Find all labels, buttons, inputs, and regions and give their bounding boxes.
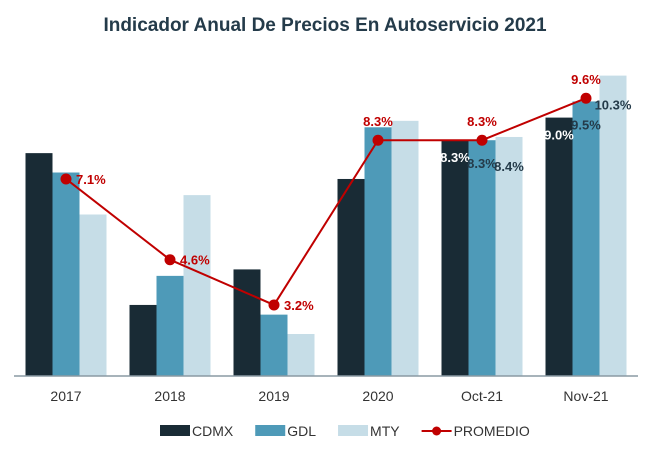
line-promedio xyxy=(65,97,587,307)
promedio-line-layer xyxy=(60,92,592,311)
x-tick-2018: 2018 xyxy=(154,388,185,404)
chart-title: Indicador Anual De Precios En Autoservic… xyxy=(103,15,547,36)
bar-cdmx-nov-21 xyxy=(545,117,573,376)
legend-label-mty: MTY xyxy=(370,423,400,439)
legend-item-mty: MTY xyxy=(338,423,400,439)
point-promedio-2019 xyxy=(268,299,280,311)
bar-cdmx-oct-21 xyxy=(441,140,469,376)
bar-gdl-2019 xyxy=(260,314,288,376)
point-promedio-2018 xyxy=(164,254,176,266)
legend-swatch-gdl xyxy=(255,425,286,436)
legend-item-promedio: PROMEDIO xyxy=(421,423,530,439)
bar-cdmx-2017 xyxy=(25,153,53,376)
legend-item-gdl: GDL xyxy=(255,423,316,439)
bar-gdl-2018 xyxy=(156,275,184,376)
data-label-cdmx-oct-21: 8.3% xyxy=(440,150,470,165)
bar-mty-2017 xyxy=(79,214,107,376)
bar-mty-nov-21 xyxy=(599,75,627,377)
legend-marker-promedio xyxy=(432,426,442,436)
bar-cdmx-2019 xyxy=(233,269,261,376)
legend: CDMX GDL MTY PROMEDIO xyxy=(160,423,530,439)
legend-swatch-mty xyxy=(338,425,369,436)
x-tick-labels: 2017 2018 2019 2020 Oct-21 Nov-21 xyxy=(50,388,608,404)
bars-layer xyxy=(25,75,627,377)
bar-mty-2018 xyxy=(183,195,211,376)
bar-mty-oct-21 xyxy=(495,136,523,376)
bar-cdmx-2020 xyxy=(337,178,365,376)
x-tick-oct-21: Oct-21 xyxy=(461,388,503,404)
data-label-promedio-2019: 3.2% xyxy=(284,298,314,313)
data-label-promedio-2020: 8.3% xyxy=(363,114,393,129)
legend-label-promedio: PROMEDIO xyxy=(454,423,530,439)
x-tick-2020: 2020 xyxy=(362,388,393,404)
point-promedio-2017 xyxy=(60,173,72,185)
data-label-promedio-2017: 7.1% xyxy=(76,172,106,187)
bar-gdl-oct-21 xyxy=(468,140,496,376)
legend-label-gdl: GDL xyxy=(287,423,316,439)
x-tick-2017: 2017 xyxy=(50,388,81,404)
data-label-promedio-nov-21: 9.6% xyxy=(571,72,601,87)
x-tick-2019: 2019 xyxy=(258,388,289,404)
data-label-promedio-2018: 4.6% xyxy=(180,253,210,268)
point-promedio-oct-21 xyxy=(476,134,488,146)
data-label-promedio-oct-21: 8.3% xyxy=(467,114,497,129)
data-label-cdmx-nov-21: 9.0% xyxy=(544,128,574,143)
data-label-gdl-oct-21: 8.3% xyxy=(467,156,497,171)
legend-swatch-cdmx xyxy=(160,425,190,436)
legend-label-cdmx: CDMX xyxy=(192,423,234,439)
bar-gdl-nov-21 xyxy=(572,101,600,376)
data-label-mty-oct-21: 8.4% xyxy=(494,159,524,174)
bar-mty-2020 xyxy=(391,120,419,376)
point-promedio-nov-21 xyxy=(580,92,592,104)
x-tick-nov-21: Nov-21 xyxy=(563,388,608,404)
bar-gdl-2020 xyxy=(364,127,392,376)
legend-item-cdmx: CDMX xyxy=(160,423,234,439)
data-labels-layer: 8.3%8.3%8.4%9.0%9.5%10.3%7.1%4.6%3.2%8.3… xyxy=(76,72,632,313)
data-label-gdl-nov-21: 9.5% xyxy=(571,117,601,132)
data-label-mty-nov-21: 10.3% xyxy=(595,98,632,113)
bar-gdl-2017 xyxy=(52,172,80,376)
bar-cdmx-2018 xyxy=(129,304,157,376)
point-promedio-2020 xyxy=(372,134,384,146)
bar-mty-2019 xyxy=(287,334,315,376)
